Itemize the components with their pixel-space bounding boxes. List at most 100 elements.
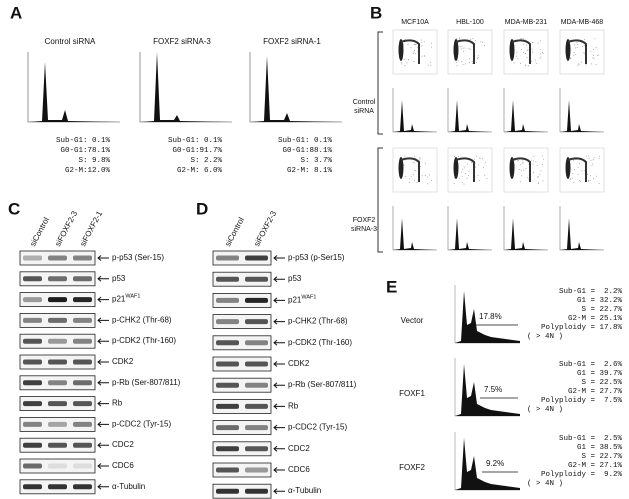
arrow (273, 255, 285, 261)
dot (523, 169, 525, 171)
dot (541, 164, 543, 166)
dot (532, 160, 534, 162)
band (73, 317, 92, 323)
dot (468, 170, 470, 172)
blot-label: p21WAF1 (112, 294, 140, 304)
dot (423, 55, 425, 57)
dot (404, 155, 406, 157)
stat-line: G2-M = 27.1% (568, 462, 623, 470)
dot (480, 41, 482, 43)
band (23, 442, 42, 448)
dot (421, 55, 423, 57)
dot (471, 60, 473, 62)
histogram-axis (27, 52, 120, 123)
arrow (273, 403, 285, 410)
arrow (97, 255, 109, 261)
band (23, 421, 42, 427)
stat-line: G1 = 32.2% (577, 297, 623, 305)
dot (407, 44, 409, 46)
dot-band (567, 39, 587, 64)
column-header: MDA-MB-231 (505, 19, 548, 26)
band (245, 361, 268, 367)
band (216, 425, 239, 431)
band (73, 359, 92, 365)
dot-plot-frame (392, 147, 438, 193)
dot-band (400, 157, 420, 182)
blot-frame (212, 441, 272, 457)
arrow (97, 317, 109, 324)
blot-name: p-CDC2 (Tyr-15) (288, 423, 347, 432)
blot-name: p-p53 (p-Ser15) (288, 253, 345, 262)
dot (537, 183, 539, 185)
dot (421, 175, 423, 177)
lane-label: siFOXF2-3 (252, 209, 278, 248)
band (245, 276, 268, 282)
dot (592, 163, 594, 165)
dot (461, 171, 463, 173)
histogram (455, 438, 520, 490)
dot (542, 53, 544, 55)
dot (427, 176, 429, 178)
dot (588, 158, 590, 160)
dot (430, 64, 432, 66)
band (48, 401, 67, 407)
dot (472, 38, 474, 40)
blot-name: p-CDK2 (Thr-160) (112, 336, 176, 345)
histogram (504, 100, 548, 132)
blot-superscript: WAF1 (125, 294, 140, 300)
dot (543, 158, 545, 160)
dot (462, 168, 464, 170)
dot (482, 41, 484, 43)
dot (569, 179, 571, 181)
dot (538, 182, 540, 184)
row-name: FOXF2 (399, 463, 425, 472)
blot-frame (212, 462, 272, 478)
arrow (97, 400, 109, 407)
dot (427, 183, 429, 185)
stat-line: Sub-G1: 0.1% (278, 137, 333, 145)
blot-frame (212, 420, 272, 436)
blot-label: p21WAF1 (288, 295, 316, 305)
dot (592, 57, 594, 59)
dot (518, 169, 520, 171)
histogram (504, 218, 548, 250)
dot (541, 155, 543, 157)
dot-cluster (509, 157, 515, 179)
dot (520, 38, 522, 40)
dot (539, 53, 541, 55)
dot (526, 49, 528, 51)
dot (579, 163, 581, 165)
row-name: Vector (401, 316, 424, 325)
dot (593, 58, 595, 60)
dot (577, 173, 579, 175)
dot (520, 164, 522, 166)
dot (401, 63, 403, 65)
dot (401, 62, 403, 64)
dot (463, 166, 465, 168)
lane-label: siFOXF2-1 (78, 209, 104, 248)
blot-label: CDC2 (288, 444, 310, 453)
stat-line: Sub-G1 = 2.6% (559, 361, 623, 369)
histogram (560, 100, 604, 132)
dot (532, 172, 534, 174)
dot (572, 159, 574, 161)
blot-label: p-Rb (Ser-807/811) (288, 380, 357, 389)
blot-name: CDC6 (288, 465, 310, 474)
stat-line: Polyploidy = 7.5% (541, 397, 623, 405)
dot (515, 55, 517, 57)
blot-label: p-p53 (p-Ser15) (288, 253, 345, 262)
histogram (448, 100, 492, 132)
stat-line: G2-M = 25.1% (568, 315, 623, 323)
dot-plot-frame (447, 147, 493, 193)
histogram-axis (392, 206, 437, 251)
dot (474, 158, 476, 160)
dot-cluster (565, 157, 571, 179)
arrow (273, 339, 285, 346)
dot (484, 174, 486, 176)
dot (413, 51, 415, 53)
dot (590, 51, 592, 53)
stat-line: ( > 4N ) (527, 333, 563, 341)
dot (596, 175, 598, 177)
stat-line: S: 3.7% (300, 157, 332, 165)
dot (413, 174, 415, 176)
